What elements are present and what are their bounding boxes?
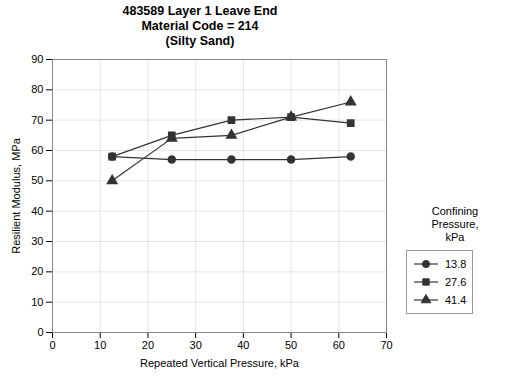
html-text:Confining Pressure, kPa: Confining Pressure, kPa bbox=[431, 205, 479, 243]
html-text:483589 Layer 1 Leave End Mater: 483589 Layer 1 Leave End Material Code =… bbox=[122, 4, 278, 48]
svg-text:70: 70 bbox=[31, 114, 43, 126]
svg-text:90: 90 bbox=[31, 53, 43, 65]
html-text:41.4: 41.4 bbox=[445, 294, 467, 306]
svg-text:Resilient Modulus, MPa: Resilient Modulus, MPa bbox=[10, 137, 22, 253]
svg-text:50: 50 bbox=[285, 339, 297, 351]
html-text:13.8: 13.8 bbox=[445, 258, 467, 270]
html-text:27.6: 27.6 bbox=[445, 276, 467, 288]
svg-text:30: 30 bbox=[190, 339, 202, 351]
svg-text:Repeated Vertical Pressure, kP: Repeated Vertical Pressure, kPa bbox=[140, 357, 300, 369]
svg-text:20: 20 bbox=[142, 339, 154, 351]
svg-text:10: 10 bbox=[94, 339, 106, 351]
svg-text:80: 80 bbox=[31, 83, 43, 95]
svg-text:50: 50 bbox=[31, 174, 43, 186]
svg-text:0: 0 bbox=[49, 339, 55, 351]
svg-text:30: 30 bbox=[31, 235, 43, 247]
svg-text:40: 40 bbox=[237, 339, 249, 351]
svg-text:60: 60 bbox=[31, 144, 43, 156]
svg-text:20: 20 bbox=[31, 265, 43, 277]
svg-text:70: 70 bbox=[380, 339, 392, 351]
svg-text:10: 10 bbox=[31, 296, 43, 308]
svg-text:0: 0 bbox=[37, 326, 43, 338]
svg-text:60: 60 bbox=[333, 339, 345, 351]
svg-text:40: 40 bbox=[31, 205, 43, 217]
